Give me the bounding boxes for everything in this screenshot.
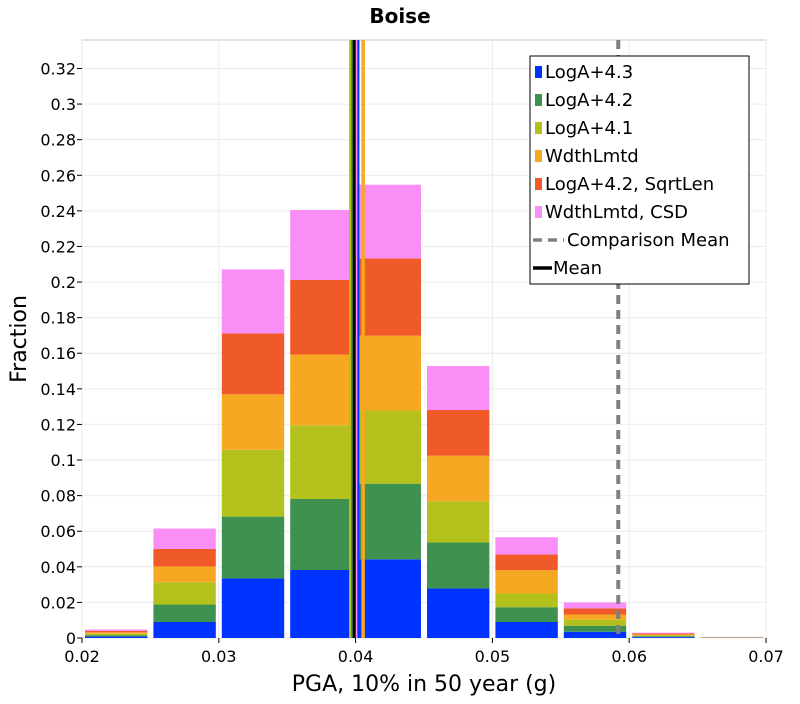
y-axis-label: Fraction [7, 295, 32, 383]
bar-segment-3 [222, 450, 284, 517]
legend-swatch-5 [535, 178, 542, 190]
bar-segment-3 [359, 411, 421, 484]
bar-segment-2 [85, 635, 147, 636]
bar-segment-3 [564, 620, 626, 626]
bar-segment-4 [85, 632, 147, 633]
x-axis-ticks: 0.02 0.03 0.04 0.05 0.06 0.07 [64, 638, 784, 666]
chart-title: Boise [369, 4, 430, 28]
y-tick-label: 0.26 [40, 166, 76, 185]
x-tick-label: 0.05 [475, 647, 511, 666]
bar-segment-4 [632, 634, 694, 635]
legend-label: LogA+4.2, SqrtLen [545, 174, 714, 195]
bar-segment-3 [153, 582, 215, 604]
legend-swatch-3 [535, 122, 542, 134]
legend: LogA+4.3 LogA+4.2 LogA+4.1 WdthLmtd LogA+4.2… [530, 56, 749, 284]
bar-segment-3 [632, 635, 694, 636]
y-tick-label: 0.24 [40, 202, 76, 221]
legend-label: WdthLmtd, CSD [545, 202, 688, 223]
bar-segment-2 [632, 636, 694, 637]
y-tick-label: 0.28 [40, 131, 76, 150]
bar-segment-6 [632, 633, 694, 634]
y-tick-label: 0.32 [40, 59, 76, 78]
bar-segment-5 [85, 631, 147, 632]
bar-segment-3 [290, 425, 352, 499]
bar-segment-5 [495, 555, 557, 571]
y-tick-label: 0.08 [40, 487, 76, 506]
x-tick-label: 0.02 [64, 647, 100, 666]
x-tick-label: 0.06 [611, 647, 647, 666]
bar-segment-6 [290, 210, 352, 280]
bar-segment-6 [495, 537, 557, 554]
bar-segment-4 [359, 336, 421, 411]
y-tick-label: 0.2 [51, 273, 76, 292]
legend-label: LogA+4.3 [545, 62, 633, 83]
bar-segment-1 [153, 622, 215, 638]
legend-swatch-2 [535, 94, 542, 106]
legend-label: LogA+4.2 [545, 90, 633, 111]
legend-label: Mean [553, 258, 602, 279]
bar-segment-1 [222, 578, 284, 638]
y-tick-label: 0.02 [40, 593, 76, 612]
y-tick-label: 0.14 [40, 380, 76, 399]
bar-segment-1 [495, 622, 557, 638]
bar-segment-1 [427, 589, 489, 638]
x-tick-label: 0.04 [338, 647, 374, 666]
bar-segment-2 [153, 605, 215, 622]
bar-segment-1 [290, 570, 352, 638]
bar-segment-6 [427, 366, 489, 410]
y-tick-label: 0.06 [40, 522, 76, 541]
legend-swatch-6 [535, 206, 542, 218]
bar-segment-4 [427, 456, 489, 502]
y-tick-label: 0.04 [40, 558, 76, 577]
bar-segment-5 [427, 410, 489, 456]
bar-segment-6 [359, 185, 421, 259]
bar-segment-5 [222, 333, 284, 394]
legend-label: Comparison Mean [567, 230, 730, 251]
bar-segment-3 [427, 501, 489, 542]
bar-segment-2 [359, 484, 421, 560]
bar-segment-5 [632, 634, 694, 635]
y-tick-label: 0.18 [40, 309, 76, 328]
y-tick-label: 0.16 [40, 344, 76, 363]
legend-swatch-4 [535, 150, 542, 162]
y-tick-label: 0.1 [51, 451, 76, 470]
x-tick-label: 0.07 [748, 647, 784, 666]
x-axis-label: PGA, 10% in 50 year (g) [292, 672, 556, 697]
y-tick-label: 0 [66, 629, 76, 648]
bar-segment-1 [85, 637, 147, 638]
bar-segment-6 [85, 629, 147, 630]
bar-segment-4 [495, 570, 557, 593]
bar-segment-6 [222, 269, 284, 333]
bar-segment-1 [359, 559, 421, 638]
bar-segment-2 [290, 499, 352, 570]
y-tick-label: 0.12 [40, 415, 76, 434]
bar-segment-4 [290, 354, 352, 425]
bar-segment-3 [85, 634, 147, 635]
bar-segment-3 [495, 594, 557, 608]
bar-segment-2 [427, 542, 489, 588]
y-tick-label: 0.3 [51, 95, 76, 114]
x-tick-label: 0.03 [201, 647, 237, 666]
bar-segment-5 [359, 258, 421, 335]
legend-label: WdthLmtd [545, 146, 639, 167]
bar-segment-5 [153, 549, 215, 566]
legend-swatch-1 [535, 66, 542, 78]
bar-segment-4 [222, 394, 284, 449]
legend-label: LogA+4.1 [545, 118, 633, 139]
bar-segment-1 [632, 637, 694, 638]
bar-segment-6 [153, 529, 215, 549]
y-axis-ticks: 0 0.02 0.04 0.06 0.08 0.1 0.12 0.14 0.16 0.18 0.2 0… [40, 59, 82, 648]
bar-segment-4 [153, 566, 215, 582]
y-tick-label: 0.22 [40, 237, 76, 256]
bar-segment-2 [222, 517, 284, 579]
bar-segment-2 [495, 607, 557, 622]
bar-segment-5 [290, 280, 352, 355]
